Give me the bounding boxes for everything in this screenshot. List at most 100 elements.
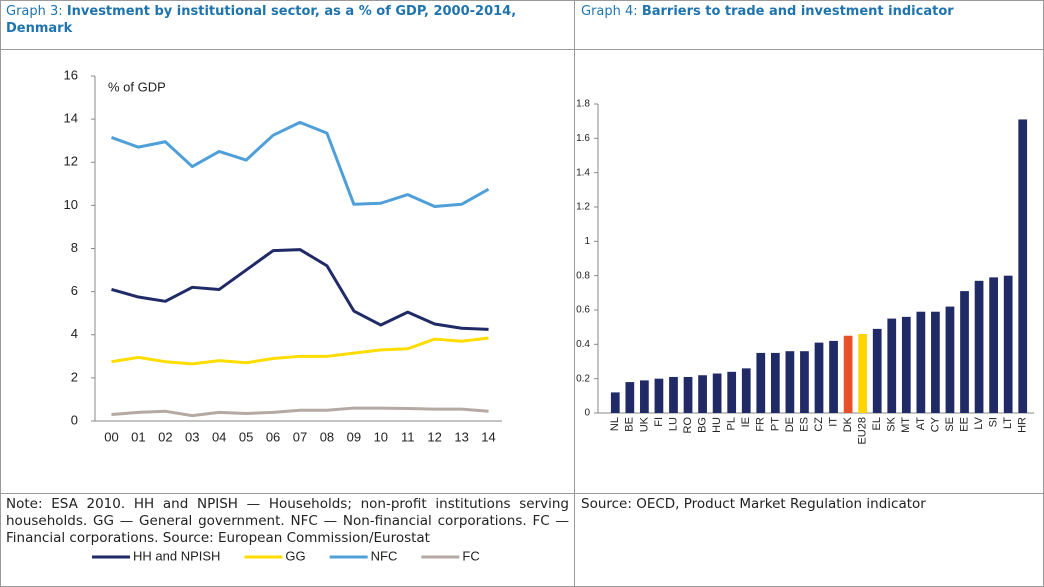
bar	[610, 392, 620, 413]
x-tick-label: MT	[900, 417, 912, 433]
bar	[843, 335, 853, 413]
x-tick-label: PT	[769, 417, 781, 431]
y-tick-label: 8	[71, 240, 78, 255]
graph-header: Graph 3: Investment by institutional sec…	[0, 0, 575, 40]
bar	[989, 277, 998, 413]
x-tick-label: 07	[293, 429, 307, 444]
y-tick-label: 10	[64, 197, 78, 212]
x-tick-label: 11	[401, 429, 415, 444]
x-tick-label: EE	[958, 417, 970, 432]
graph-label: Graph 3:	[6, 4, 63, 19]
y-tick-label: 1.8	[576, 99, 590, 110]
y-tick-label: 16	[64, 67, 78, 82]
bar	[858, 334, 868, 413]
y-tick-label: 1	[584, 236, 590, 247]
x-tick-label: PL	[726, 417, 738, 430]
bar	[960, 291, 969, 413]
x-tick-label: 14	[481, 429, 495, 444]
graph-title: Barriers to trade and investment indicat…	[641, 4, 954, 19]
x-tick-label: UK	[638, 416, 650, 432]
x-tick-label: 12	[427, 429, 441, 444]
bar	[887, 318, 897, 413]
note: Note: ESA 2010. HH and NPISH — Household…	[6, 496, 569, 546]
bar	[698, 375, 707, 413]
bar	[712, 373, 722, 413]
y-axis-label: % of GDP	[108, 79, 166, 94]
bar	[741, 368, 751, 413]
bar	[814, 342, 824, 413]
x-tick-label: LU	[667, 417, 679, 431]
graph-header: Graph 4: Barriers to trade and investmen…	[575, 0, 1044, 23]
series-line	[111, 248, 489, 331]
x-tick-label: BG	[696, 417, 708, 433]
x-tick-label: FR	[755, 417, 767, 432]
x-tick-label: BE	[624, 417, 636, 432]
y-tick-label: 0.4	[576, 339, 590, 350]
legend-label: GG	[285, 548, 305, 563]
x-tick-label: DK	[842, 416, 854, 432]
y-tick-label: 0	[71, 412, 78, 427]
bar	[974, 280, 984, 413]
x-tick-label: IE	[740, 417, 752, 427]
x-tick-label: 09	[347, 429, 361, 444]
bar	[669, 376, 678, 413]
graph-label: Graph 4:	[581, 4, 638, 19]
x-tick-label: 04	[212, 429, 226, 444]
series-line	[111, 336, 489, 366]
x-tick-label: LV	[973, 416, 985, 429]
bar	[901, 316, 911, 413]
x-tick-label: 03	[185, 429, 199, 444]
bar	[1018, 119, 1028, 413]
bar	[727, 371, 737, 413]
legend-label: HH and NPISH	[133, 548, 220, 563]
bar	[829, 340, 838, 413]
bar	[1003, 275, 1013, 413]
x-tick-label: NL	[609, 417, 621, 431]
y-tick-label: 2	[71, 369, 78, 384]
y-tick-label: 1.2	[576, 202, 590, 213]
x-tick-label: 06	[266, 429, 280, 444]
x-tick-label: RO	[682, 417, 694, 434]
x-tick-label: HU	[711, 417, 723, 433]
bar	[800, 351, 809, 413]
x-tick-label: FI	[653, 417, 665, 427]
bar	[625, 382, 635, 413]
x-tick-label: HR	[1017, 417, 1029, 433]
bar	[945, 306, 955, 413]
series-line	[111, 406, 489, 418]
legend-label: NFC	[371, 548, 398, 563]
y-tick-label: 14	[64, 111, 78, 126]
bar	[785, 351, 795, 413]
x-tick-label: AT	[915, 417, 927, 431]
bar	[683, 376, 693, 413]
x-tick-label: SI	[988, 417, 1000, 427]
x-tick-label: 00	[104, 429, 118, 444]
x-tick-label: CY	[929, 416, 941, 432]
x-tick-label: LT	[1002, 417, 1014, 429]
bar	[872, 328, 882, 413]
y-tick-label: 12	[64, 154, 78, 169]
x-tick-label: EL	[871, 417, 883, 430]
x-tick-label: DE	[784, 417, 796, 432]
bar	[654, 378, 664, 413]
note: Source: OECD, Product Market Regulation …	[581, 496, 926, 512]
x-tick-label: IT	[827, 417, 839, 427]
graph-title: Investment by institutional sector, as a…	[6, 4, 517, 36]
bar	[770, 352, 780, 413]
x-tick-label: SK	[886, 416, 898, 431]
y-tick-label: 1.6	[576, 133, 590, 144]
bar	[916, 311, 926, 413]
x-tick-label: CZ	[813, 417, 825, 432]
x-tick-label: 02	[158, 429, 172, 444]
y-tick-label: 4	[71, 326, 78, 341]
x-tick-label: SE	[944, 417, 956, 432]
y-tick-label: 0.2	[576, 373, 590, 384]
y-tick-label: 1.4	[576, 167, 590, 178]
x-tick-label: EU28	[857, 417, 869, 445]
y-tick-label: 6	[71, 283, 78, 298]
x-tick-label: 08	[320, 429, 334, 444]
x-tick-label: 10	[374, 429, 388, 444]
y-tick-label: 0.6	[576, 305, 590, 316]
